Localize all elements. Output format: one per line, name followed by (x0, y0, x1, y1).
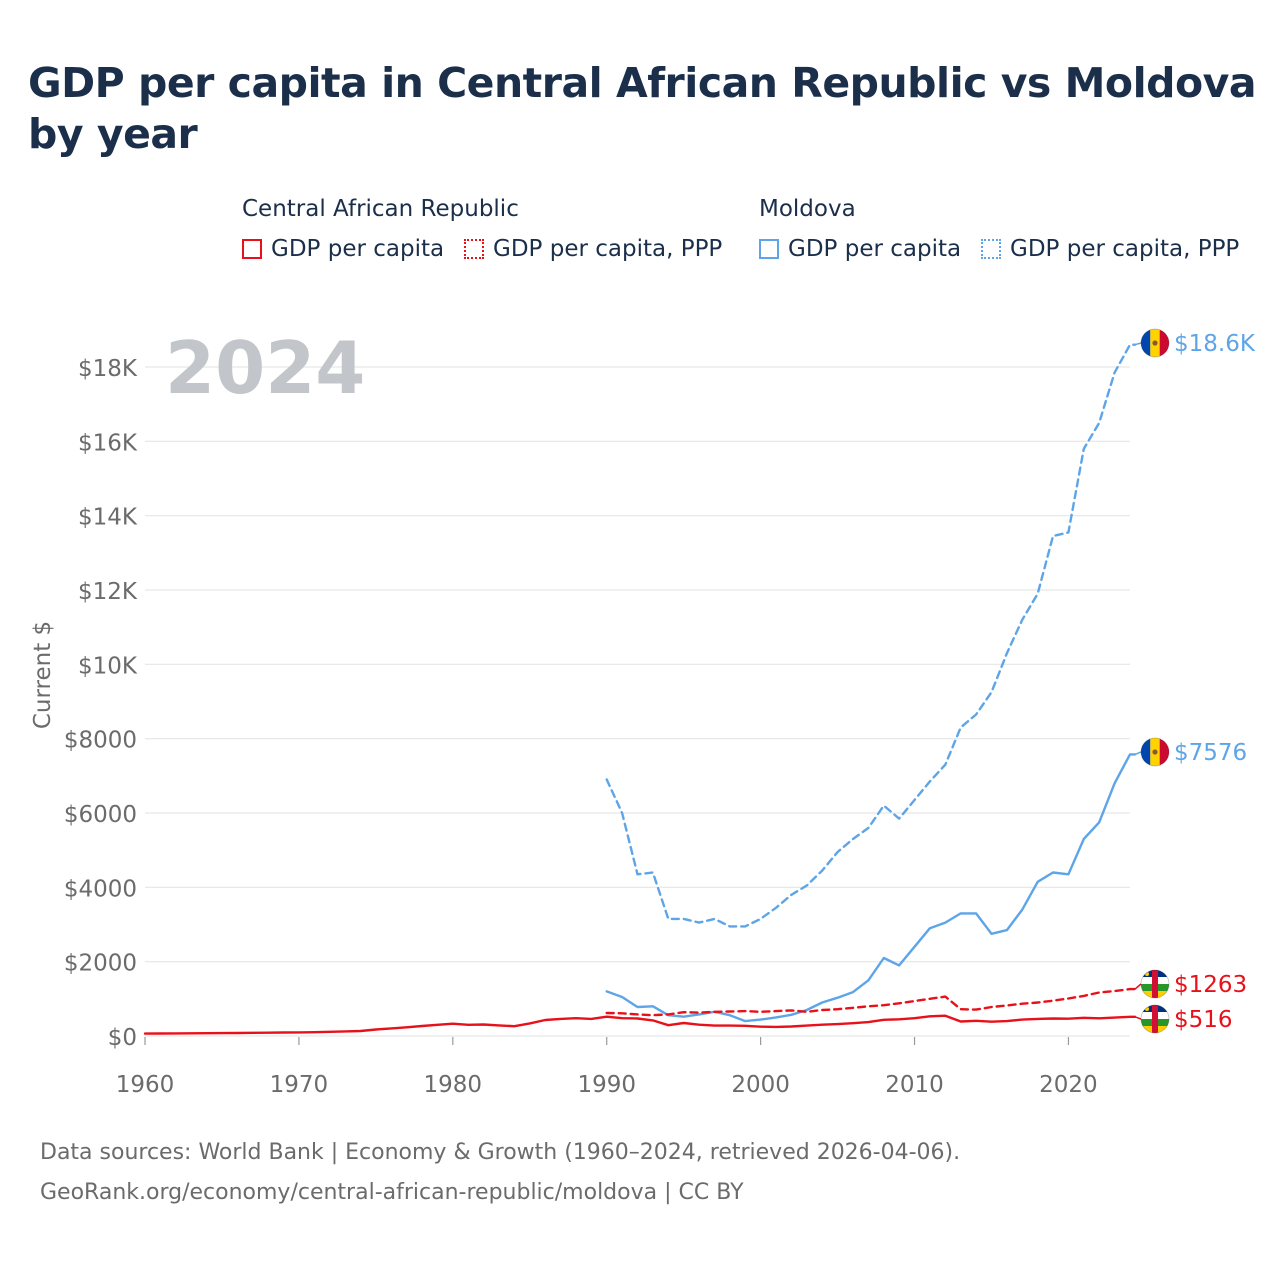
series-line[interactable] (605, 753, 1137, 1023)
y-tick-label: $8000 (64, 728, 137, 754)
y-tick-label: $0 (108, 1025, 137, 1051)
x-tick-label: 1990 (577, 1072, 636, 1098)
x-tick-label: 2020 (1039, 1072, 1098, 1098)
legend-group-moldova: Moldova (759, 196, 856, 222)
end-value-label: $18.6K (1174, 331, 1256, 357)
car-flag-icon (1140, 969, 1170, 999)
legend-swatch-dashed-red (464, 239, 484, 259)
end-leader (1134, 983, 1142, 990)
footer-attribution: GeoRank.org/economy/central-african-repu… (40, 1180, 744, 1205)
chart-title: GDP per capita in Central African Republ… (28, 59, 1257, 158)
series-line[interactable] (143, 1014, 1137, 1035)
moldova-flag-icon (1140, 737, 1170, 767)
legend-item-label: GDP per capita, PPP (493, 236, 723, 262)
y-tick-label: $2000 (64, 951, 137, 977)
y-tick-label: $18K (78, 356, 138, 382)
series-lines (143, 343, 1137, 1035)
x-tick-label: 1960 (116, 1072, 175, 1098)
end-leader (1134, 342, 1142, 346)
y-tick-label: $4000 (64, 876, 137, 902)
legend-swatch-dashed-blue (981, 239, 1001, 259)
end-flags (1134, 328, 1170, 1034)
legend-item-car-gdp[interactable]: GDP per capita (242, 236, 444, 262)
y-tick-label: $6000 (64, 802, 137, 828)
end-value-label: $7576 (1174, 740, 1247, 766)
y-tick-label: $10K (78, 653, 138, 679)
legend-item-md-gdp[interactable]: GDP per capita (759, 236, 961, 262)
year-watermark: 2024 (165, 326, 365, 410)
legend-swatch-solid-blue (759, 239, 779, 259)
legend-item-label: GDP per capita, PPP (1010, 236, 1240, 262)
legend-item-car-gdp-ppp[interactable]: GDP per capita, PPP (464, 236, 722, 262)
end-value-label: $1263 (1174, 972, 1247, 998)
series-line[interactable] (605, 987, 1137, 1017)
end-leader (1134, 751, 1142, 756)
x-axis: 1960 1970 1980 1990 2000 2010 2020 (116, 1037, 1098, 1098)
end-value-label: $516 (1174, 1007, 1233, 1033)
legend-swatch-solid-red (242, 239, 262, 259)
y-axis: $0 $2000 $4000 $6000 $8000 $10K $12K $14K $16K $1… (64, 356, 138, 1051)
y-tick-label: $16K (78, 430, 138, 456)
moldova-flag-icon (1140, 328, 1170, 358)
y-tick-label: $12K (78, 579, 138, 605)
x-tick-label: 1980 (424, 1072, 483, 1098)
x-tick-label: 1970 (270, 1072, 329, 1098)
y-axis-title: Current $ (30, 621, 56, 729)
end-labels: $516 $1263 $7576 $18.6K (1174, 331, 1256, 1033)
y-tick-label: $14K (78, 505, 138, 531)
end-leader (1134, 1016, 1142, 1020)
legend-item-label: GDP per capita (788, 236, 962, 262)
x-tick-label: 2000 (731, 1072, 790, 1098)
car-flag-icon (1140, 1004, 1170, 1034)
legend-group-car: Central African Republic (242, 196, 519, 222)
legend-item-md-gdp-ppp[interactable]: GDP per capita, PPP (981, 236, 1239, 262)
gridlines (145, 366, 1130, 1037)
series-line[interactable] (605, 343, 1137, 928)
x-tick-label: 2010 (885, 1072, 944, 1098)
footer-sources: Data sources: World Bank | Economy & Gro… (40, 1140, 961, 1165)
legend-item-label: GDP per capita (271, 236, 445, 262)
